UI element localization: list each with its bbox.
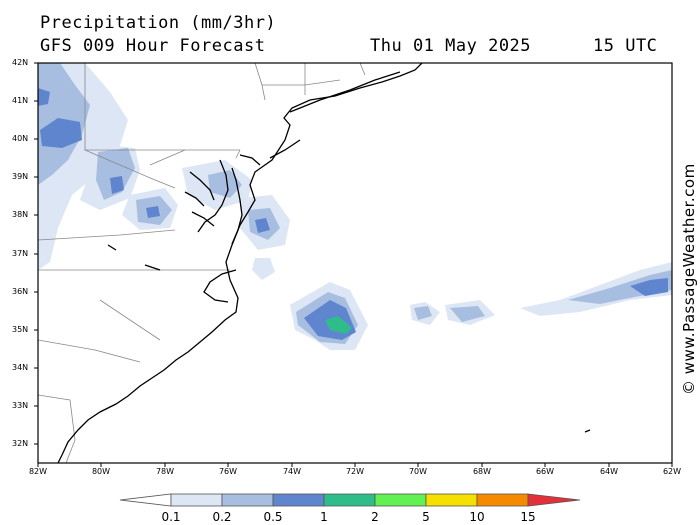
colorbar-label: 10 [469,510,485,524]
colorbar-label: 1 [320,510,328,524]
map-title: Precipitation (mm/3hr) [40,13,277,33]
lon-label-66w: 66W [535,467,555,476]
colorbar-label: 0.2 [212,510,232,524]
colorbar [119,493,581,507]
lat-label-37n: 37N [12,249,29,258]
lat-label-32n: 32N [12,439,29,448]
lon-ticks [37,463,673,467]
lat-label-34n: 34N [12,363,29,372]
colorbar-label: 2 [371,510,379,524]
lon-label-70w: 70W [408,467,428,476]
precip-heavy-areas [38,88,668,340]
colorbar-label: 5 [422,510,430,524]
map-frame [37,62,673,464]
precip-core-area [325,316,352,334]
forecast-time: 15 UTC [593,36,658,56]
lat-label-39n: 39N [12,172,29,181]
colorbar-label: 0.1 [161,510,181,524]
lon-label-72w: 72W [345,467,365,476]
lon-label-82w: 82W [28,467,48,476]
forecast-model: GFS 009 Hour Forecast [40,36,266,56]
lat-label-40n: 40N [12,134,29,143]
lon-label-76w: 76W [218,467,238,476]
lat-ticks [34,62,38,445]
colorbar-label: 0.5 [263,510,283,524]
lat-label-33n: 33N [12,401,29,410]
lon-label-64w: 64W [599,467,619,476]
lon-label-74w: 74W [282,467,302,476]
state-borders [38,63,366,463]
lon-label-68w: 68W [472,467,492,476]
lat-label-35n: 35N [12,325,29,334]
lat-label-38n: 38N [12,210,29,219]
lat-label-42n: 42N [12,58,29,67]
lon-label-80w: 80W [91,467,111,476]
coastline [57,63,591,463]
precip-light-areas [38,63,672,350]
colorbar-label: 15 [520,510,536,524]
lon-label-78w: 78W [155,467,175,476]
lat-label-41n: 41N [12,96,29,105]
forecast-date: Thu 01 May 2025 [370,36,532,56]
lat-label-36n: 36N [12,287,29,296]
lon-label-62w: 62W [662,467,682,476]
